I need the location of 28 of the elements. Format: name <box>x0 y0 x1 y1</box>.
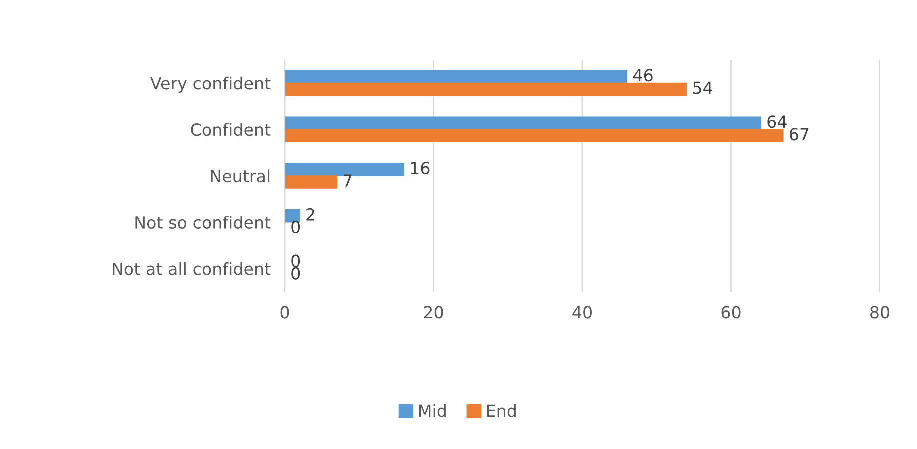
x-tick-label: 40 <box>572 306 592 319</box>
y-tick-label: Neutral <box>211 170 270 183</box>
data-label: 16 <box>411 162 430 175</box>
bar <box>285 129 784 142</box>
data-label: 0 <box>292 254 300 268</box>
bar <box>285 70 628 84</box>
x-tick-label: 0 <box>280 306 290 319</box>
y-tick-label: Very confident <box>150 76 271 93</box>
legend-label: End <box>487 404 516 418</box>
y-tick-label: Confident <box>191 123 271 136</box>
data-label: 67 <box>790 128 809 141</box>
bar <box>285 163 404 176</box>
data-label: 64 <box>768 116 787 128</box>
x-tick-label: 60 <box>722 306 741 319</box>
legend-label: Mid <box>420 404 446 418</box>
data-label: 2 <box>306 208 314 221</box>
data-label: 0 <box>292 267 300 280</box>
data-label: 54 <box>693 82 712 94</box>
bar <box>285 82 687 96</box>
data-label: 7 <box>344 174 352 187</box>
x-tick-label: 80 <box>870 306 890 319</box>
bar <box>285 176 338 189</box>
data-label: 46 <box>633 69 653 82</box>
bar <box>285 116 762 130</box>
x-tick-label: 20 <box>424 306 444 319</box>
y-tick-label: Not at all confident <box>113 262 271 276</box>
y-tick-label: Not so confident <box>136 216 271 229</box>
data-label: 0 <box>292 220 300 234</box>
